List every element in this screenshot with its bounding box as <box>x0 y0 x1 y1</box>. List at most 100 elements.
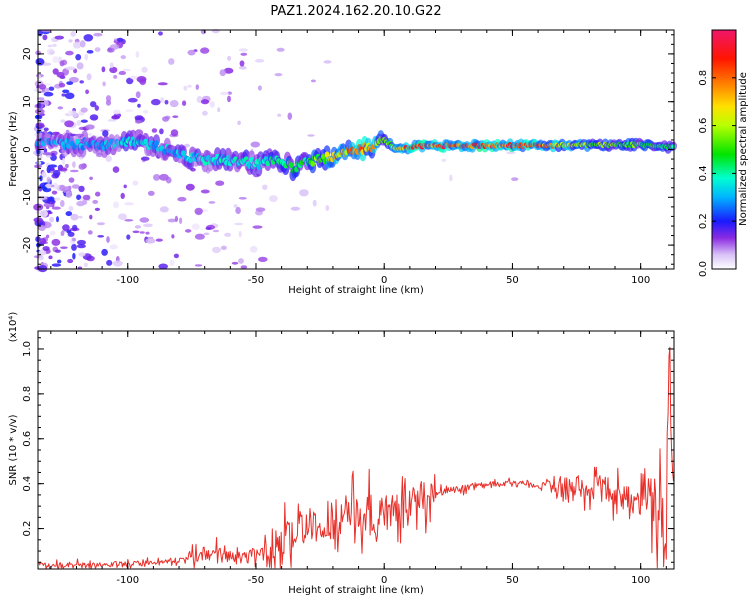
heatmap-noise-blob <box>38 249 47 256</box>
heatmap-noise-blob <box>238 48 249 52</box>
snr-xlabel: Height of straight line (km) <box>288 585 424 596</box>
heatmap-noise-blob <box>39 237 47 245</box>
heatmap-noise-blob <box>287 112 293 120</box>
heatmap-noise-blob <box>145 238 156 244</box>
heatmap-noise-blob <box>141 66 148 73</box>
heatmap-noise-blob <box>254 58 265 63</box>
heatmap-noise-blob <box>158 263 168 270</box>
heatmap-noise-blob <box>47 44 53 48</box>
heatmap-noise-blob <box>109 62 114 69</box>
heatmap-noise-blob <box>147 190 155 196</box>
heatmap-noise-blob <box>139 231 145 234</box>
heatmap-xlabel: Height of straight line (km) <box>288 285 424 296</box>
heatmap-noise-blob <box>237 120 241 126</box>
heatmap-noise-blob <box>94 207 100 211</box>
heatmap-noise-blob <box>92 199 99 204</box>
heatmap-noise-blob <box>238 65 247 70</box>
heatmap-noise-blob <box>231 261 239 265</box>
heatmap-noise-blob <box>49 230 56 236</box>
heatmap-noise-blob <box>139 78 147 85</box>
heatmap-noise-blob <box>194 207 203 215</box>
snr-series-line <box>37 346 674 570</box>
heatmap-noise-blob <box>57 106 64 110</box>
heatmap-noise-blob <box>60 119 66 123</box>
snr-xtick-label: -100 <box>116 575 139 586</box>
heatmap-noise-blob <box>290 206 301 211</box>
heatmap-noise-blob <box>212 246 221 254</box>
heatmap-noise-blob <box>94 105 100 111</box>
heatmap-noise-blob <box>45 234 50 239</box>
heatmap-noise-blob <box>252 225 263 229</box>
heatmap-noise-blob <box>174 215 178 222</box>
heatmap-noise-blob <box>62 224 70 232</box>
heatmap-noise-blob <box>46 176 51 183</box>
heatmap-noise-blob <box>169 100 179 108</box>
heatmap-noise-blob <box>182 100 187 106</box>
heatmap-noise-blob <box>255 207 266 212</box>
heatmap-noise-blob <box>109 244 118 250</box>
heatmap-noise-blob <box>159 173 169 181</box>
heatmap-noise-blob <box>72 237 76 242</box>
heatmap-noise-blob <box>151 98 161 106</box>
heatmap-ridge-core <box>143 138 149 145</box>
heatmap-noise-blob <box>42 34 48 41</box>
snr-ytick-label: 0.6 <box>22 431 33 447</box>
heatmap-noise-blob <box>126 77 134 85</box>
heatmap-xtick-label: -100 <box>116 275 139 286</box>
heatmap-noise-blob <box>72 41 82 49</box>
heatmap-noise-blob <box>64 92 75 100</box>
heatmap-noise-blob <box>43 91 54 97</box>
heatmap-noise-blob <box>46 166 51 174</box>
heatmap-noise-blob <box>36 97 45 100</box>
heatmap-noise-blob <box>223 67 234 74</box>
heatmap-frame <box>37 29 675 270</box>
heatmap-noise-blob <box>441 158 447 162</box>
heatmap-noise-blob <box>235 206 241 215</box>
heatmap-noise-blob <box>112 109 121 115</box>
heatmap-noise-blob <box>107 119 117 122</box>
heatmap-noise-blob <box>220 91 229 96</box>
heatmap-noise-blob <box>56 216 59 223</box>
heatmap-noise-blob <box>60 246 68 249</box>
snr-yscale-label: (x10⁴) <box>8 312 19 343</box>
heatmap-noise-blob <box>52 56 60 63</box>
heatmap-noise-blob <box>164 99 169 105</box>
colorbar-ticks: 0.0 0.2 0.4 0.6 0.8 <box>698 70 736 277</box>
heatmap-noise-blob <box>97 235 105 238</box>
heatmap-noise-blob <box>45 99 49 107</box>
heatmap-noise-blob <box>76 62 84 70</box>
heatmap-noise-blob <box>45 155 52 158</box>
heatmap-noise-blob <box>42 246 50 251</box>
heatmap-noise-blob <box>208 201 216 204</box>
colorbar: 0.0 0.2 0.4 0.6 0.8 Normalized spectral ampl… <box>698 29 749 277</box>
heatmap-noise-blob <box>215 180 225 186</box>
heatmap-noise-blob <box>78 163 86 170</box>
heatmap-noise-blob <box>88 133 92 136</box>
colorbar-frame <box>711 29 737 270</box>
heatmap-noise-blob <box>258 85 262 91</box>
heatmap-noise-blob <box>79 40 86 48</box>
heatmap-noise-blob <box>102 130 109 137</box>
snr-ticks: -100 -50 0 50 100 0.2 0.4 0.6 0.8 1.0 <box>22 331 674 586</box>
heatmap-noise-blob <box>86 73 92 81</box>
heatmap-noise-blob <box>62 157 65 165</box>
colorbar-gradient <box>712 30 736 269</box>
heatmap-noise-blob <box>85 89 89 95</box>
heatmap-noise-blob <box>38 84 47 90</box>
heatmap-noise-blob <box>78 252 86 257</box>
heatmap-noise-blob <box>66 81 74 85</box>
heatmap-noise-blob <box>126 234 131 240</box>
heatmap-noise-blob <box>64 120 74 128</box>
heatmap-noise-blob <box>238 197 247 200</box>
heatmap-noise-blob <box>511 177 519 182</box>
snr-xtick-label: -50 <box>248 575 264 586</box>
heatmap-noise-blob <box>140 156 150 161</box>
heatmap-noise-blob <box>238 230 242 238</box>
snr-background <box>38 331 674 569</box>
heatmap-noise-blob <box>65 66 76 71</box>
heatmap-noise-blob <box>101 66 106 73</box>
heatmap-noise-blob <box>67 231 75 237</box>
heatmap-noise-blob <box>179 217 183 224</box>
colorbar-tick-label: 0.8 <box>698 70 709 86</box>
